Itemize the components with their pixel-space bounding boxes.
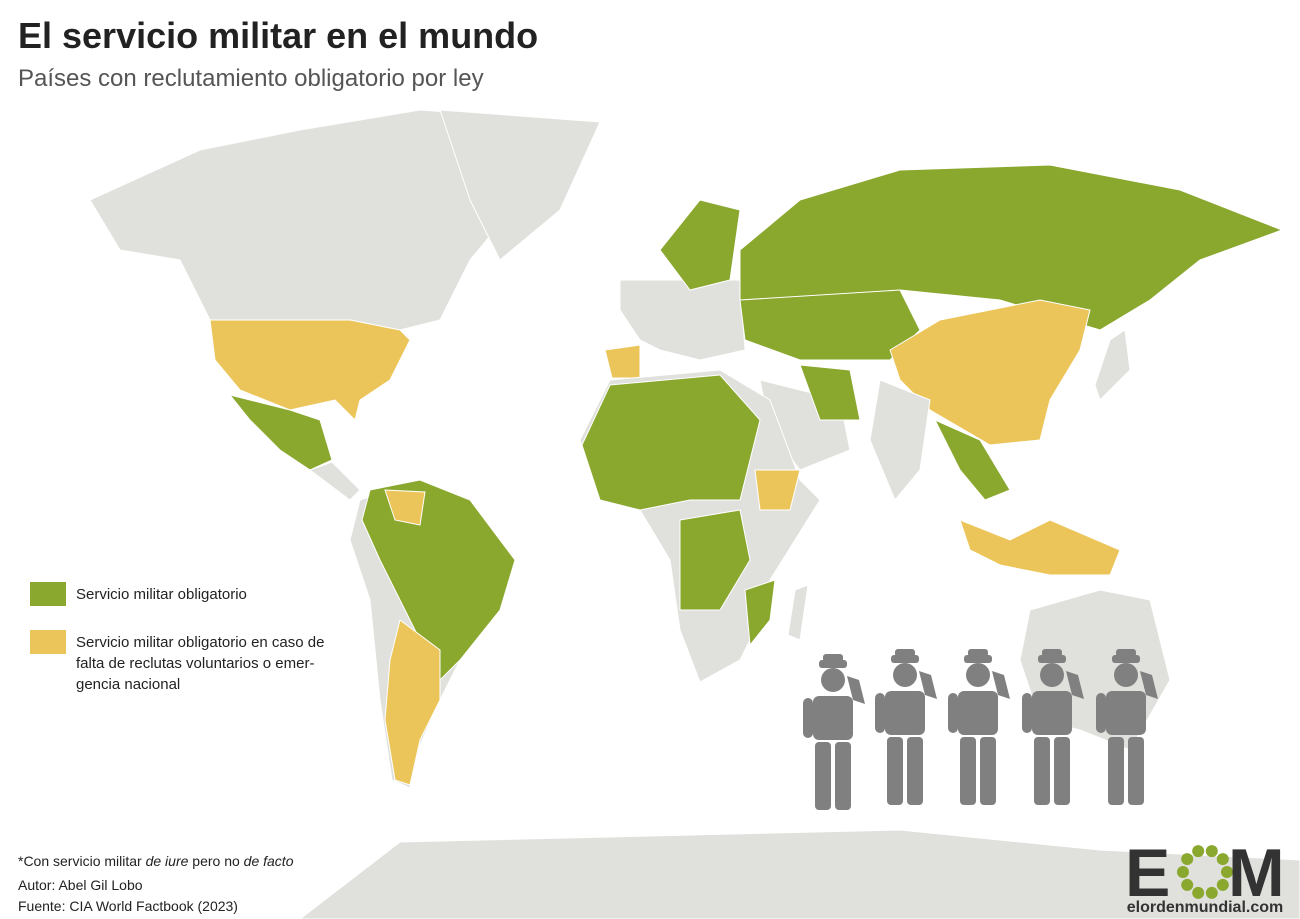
logo-site: elordenmundial.com <box>1127 899 1283 916</box>
footnote-part: *Con servicio militar <box>18 853 146 869</box>
logo-dot <box>1221 866 1233 878</box>
indonesia <box>959 519 1121 576</box>
footnote: *Con servicio militar de iure pero no de… <box>18 853 294 869</box>
central-america <box>308 461 361 501</box>
madagascar <box>787 584 809 641</box>
footnote-part: de iure <box>146 853 189 869</box>
mozambique <box>744 579 776 647</box>
ethiopia <box>754 469 801 511</box>
usa <box>209 319 411 421</box>
world-map <box>89 109 1300 919</box>
india <box>869 379 931 501</box>
logo-dot <box>1181 853 1194 866</box>
southeast-asia <box>933 418 1011 501</box>
venezuela <box>384 489 426 526</box>
logo-dot <box>1216 878 1229 891</box>
soldier <box>875 649 937 805</box>
source: Fuente: CIA World Factbook (2023) <box>18 898 238 914</box>
logo-o <box>1177 845 1233 899</box>
iran <box>799 364 861 421</box>
legend-swatch <box>30 630 66 654</box>
legend-label: Servicio militar obligatorio <box>76 586 247 603</box>
mexico <box>228 394 333 471</box>
logo: E M elordenmundial.com <box>1125 835 1285 916</box>
soldier <box>803 654 865 810</box>
footnote-part: de facto <box>244 853 294 869</box>
central-asia <box>739 289 921 361</box>
subtitle: Países con reclutamiento obligatorio por… <box>18 65 484 92</box>
central-africa <box>679 509 751 611</box>
japan <box>1094 329 1131 401</box>
logo-dot <box>1192 845 1205 858</box>
north-america <box>89 109 561 331</box>
author: Autor: Abel Gil Lobo <box>18 877 143 893</box>
antarctica <box>299 829 1300 919</box>
legend: Servicio militar obligatorio Servicio mil… <box>30 582 324 693</box>
footnote-part: pero no <box>188 853 243 869</box>
logo-dot <box>1192 886 1205 899</box>
spain <box>604 344 641 379</box>
legend-label: gencia nacional <box>76 676 180 693</box>
logo-dot <box>1181 878 1194 891</box>
logo-dot <box>1205 886 1218 899</box>
title: El servicio militar en el mundo <box>18 15 538 56</box>
logo-dot <box>1216 853 1229 866</box>
logo-letter: M <box>1228 835 1285 911</box>
north-africa <box>581 374 761 511</box>
greenland <box>439 109 601 261</box>
legend-label: Servicio militar obligatorio en caso de <box>76 634 324 651</box>
scandinavia <box>659 199 741 291</box>
soldier <box>948 649 1010 805</box>
legend-label: falta de reclutas voluntarios o emer- <box>76 655 314 672</box>
logo-dot <box>1205 845 1218 858</box>
logo-letter: E <box>1125 835 1170 911</box>
logo-dot <box>1177 866 1189 878</box>
brazil-colombia <box>361 479 516 681</box>
argentina <box>384 619 441 786</box>
legend-swatch <box>30 582 66 606</box>
